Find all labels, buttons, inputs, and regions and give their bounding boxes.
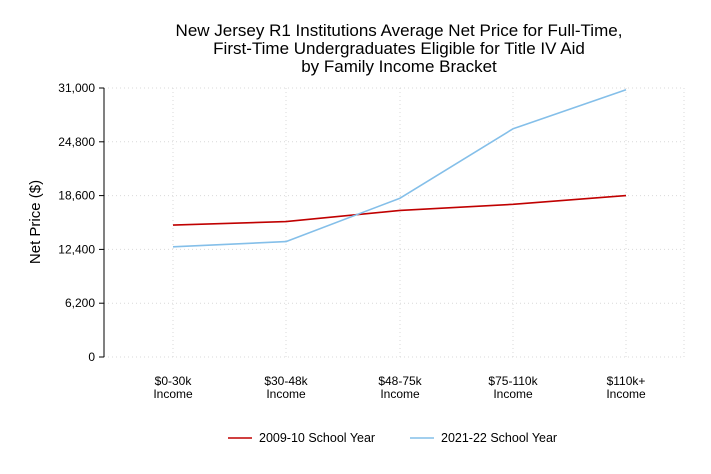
x-tick-label-line: Income xyxy=(153,387,193,401)
x-tick-label: $75-110k Income xyxy=(488,374,538,401)
y-tick-label: 31,000 xyxy=(58,81,95,95)
x-tick-label-line: $48-75k xyxy=(378,374,422,388)
x-tick-label-line: Income xyxy=(266,387,306,401)
x-tick-label-line: Income xyxy=(606,387,646,401)
x-tick-label-line: $0-30k xyxy=(155,374,193,388)
y-tick-label: 24,800 xyxy=(58,135,95,149)
chart-title: New Jersey R1 Institutions Average Net P… xyxy=(176,21,623,76)
chart-title-line-1: New Jersey R1 Institutions Average Net P… xyxy=(176,21,623,40)
chart-title-line-3: by Family Income Bracket xyxy=(301,57,497,76)
x-tick-label-line: Income xyxy=(493,387,533,401)
gridlines xyxy=(103,87,685,358)
series-line-2 xyxy=(172,88,627,248)
chart-title-line-2: First-Time Undergraduates Eligible for T… xyxy=(213,39,585,58)
x-tick-label: $48-75k Income xyxy=(378,374,422,401)
legend-label: 2009-10 School Year xyxy=(259,431,375,445)
x-tick-label: $30-48k Income xyxy=(264,374,308,401)
y-tick-label: 6,200 xyxy=(65,296,95,310)
series-line-1 xyxy=(172,194,627,226)
x-tick-label-line: $30-48k xyxy=(264,374,308,388)
y-axis-label: Net Price ($) xyxy=(27,180,44,264)
legend-label: 2021-22 School Year xyxy=(441,431,557,445)
legend: 2009-10 School Year 2021-22 School Year xyxy=(228,431,557,445)
x-tick-label: $0-30k Income xyxy=(153,374,193,401)
x-tick-label-line: $110k+ xyxy=(607,374,646,388)
y-tick-label: 0 xyxy=(88,350,95,364)
y-tick-label: 18,600 xyxy=(58,189,95,203)
data-series xyxy=(172,88,627,248)
x-tick-label: $110k+ Income xyxy=(606,374,646,401)
x-tick-label-line: Income xyxy=(380,387,420,401)
y-tick-label: 12,400 xyxy=(58,242,95,256)
x-tick-label-line: $75-110k xyxy=(488,374,538,388)
